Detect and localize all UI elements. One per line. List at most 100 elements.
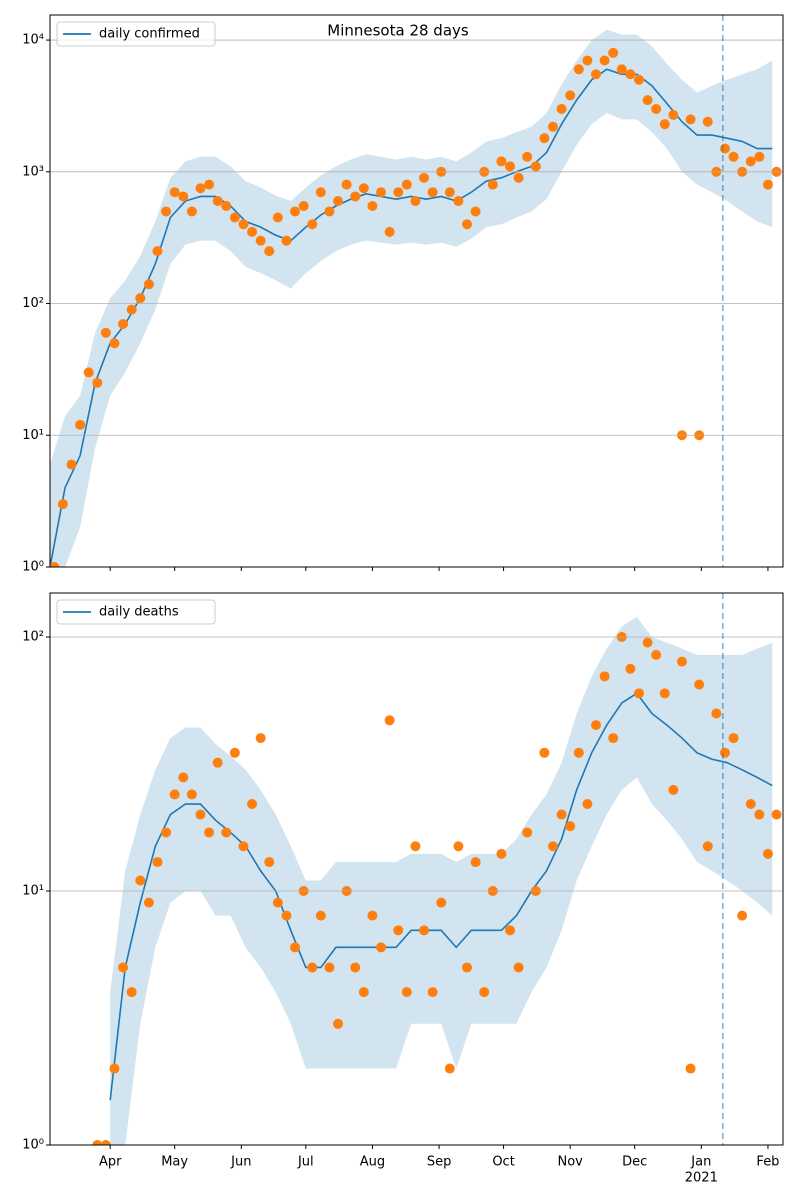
data-point (522, 151, 533, 162)
data-point (754, 809, 765, 820)
data-point (229, 747, 240, 758)
y-tick-label: 10² (22, 296, 44, 311)
data-point (272, 897, 283, 908)
data-point (668, 109, 679, 120)
data-point (238, 219, 249, 230)
data-point (694, 679, 705, 690)
data-point (668, 784, 679, 795)
data-point (659, 688, 670, 699)
confidence-band (50, 29, 773, 567)
legend-label: daily deaths (99, 605, 179, 620)
data-point (221, 827, 232, 838)
data-point (384, 226, 395, 237)
x-tick-label: Jan (690, 1155, 711, 1170)
data-point (229, 212, 240, 223)
data-point (642, 637, 653, 648)
data-point (590, 720, 601, 731)
data-point (625, 69, 636, 80)
data-point (212, 757, 223, 768)
data-point (324, 206, 335, 217)
data-point (651, 649, 662, 660)
data-point (376, 187, 387, 198)
data-point (547, 121, 558, 132)
data-point (118, 318, 129, 329)
data-point (676, 656, 687, 667)
data-point (109, 338, 120, 349)
data-point (135, 875, 146, 886)
data-point (401, 987, 412, 998)
data-point (685, 1063, 696, 1074)
data-point (238, 841, 249, 852)
series-line (109, 692, 773, 1101)
chart-title: Minnesota 28 days (327, 22, 469, 40)
data-point (298, 201, 309, 212)
data-point (513, 962, 524, 973)
data-point (50, 562, 60, 567)
data-point (255, 733, 266, 744)
y-tick-label: 10² (22, 629, 44, 644)
data-point (702, 116, 713, 127)
data-point (401, 179, 412, 190)
data-point (161, 206, 172, 217)
data-point (143, 279, 154, 290)
data-point (169, 187, 180, 198)
data-point (75, 419, 86, 430)
data-point (539, 133, 550, 144)
data-point (625, 663, 636, 674)
x-year-label: 2021 (685, 1171, 718, 1186)
data-point (565, 90, 576, 101)
data-point (539, 747, 550, 758)
data-point (221, 201, 232, 212)
data-point (453, 196, 464, 207)
data-point (100, 1140, 111, 1145)
data-point (470, 857, 481, 868)
data-point (290, 206, 301, 217)
data-point (608, 733, 619, 744)
plot-area (50, 29, 782, 567)
data-point (745, 799, 756, 810)
data-point (436, 897, 447, 908)
data-point (565, 821, 576, 832)
data-point (247, 799, 258, 810)
data-point (109, 1063, 120, 1074)
data-point (126, 987, 137, 998)
data-point (771, 809, 782, 820)
data-point (367, 910, 378, 921)
data-point (358, 183, 369, 194)
axes-frame (49, 592, 784, 1146)
data-point (324, 962, 335, 973)
data-point (57, 499, 68, 510)
x-tick-label: Oct (492, 1155, 514, 1170)
data-point (118, 962, 129, 973)
data-point (728, 151, 739, 162)
data-point (616, 64, 627, 75)
y-tick-label: 10⁰ (22, 1138, 44, 1153)
data-point (470, 206, 481, 217)
data-point (92, 1140, 103, 1145)
data-point (462, 962, 473, 973)
data-point (462, 219, 473, 230)
data-point (178, 772, 189, 783)
data-point (247, 226, 258, 237)
x-tick-label: Jun (230, 1155, 251, 1170)
data-point (410, 841, 421, 852)
data-point (186, 789, 197, 800)
data-point (522, 827, 533, 838)
data-point (633, 74, 644, 85)
data-point (186, 206, 197, 217)
data-point (341, 179, 352, 190)
data-point (427, 187, 438, 198)
data-point (556, 103, 567, 114)
y-tick-label: 10³ (22, 164, 44, 179)
data-point (599, 55, 610, 66)
data-point (393, 925, 404, 936)
legend-label: daily confirmed (99, 27, 200, 42)
data-point (444, 1063, 455, 1074)
data-point (513, 172, 524, 183)
data-point (126, 304, 137, 315)
y-tick-label: 10⁰ (22, 560, 44, 575)
data-point (762, 848, 773, 859)
data-point (419, 925, 430, 936)
data-point (427, 987, 438, 998)
